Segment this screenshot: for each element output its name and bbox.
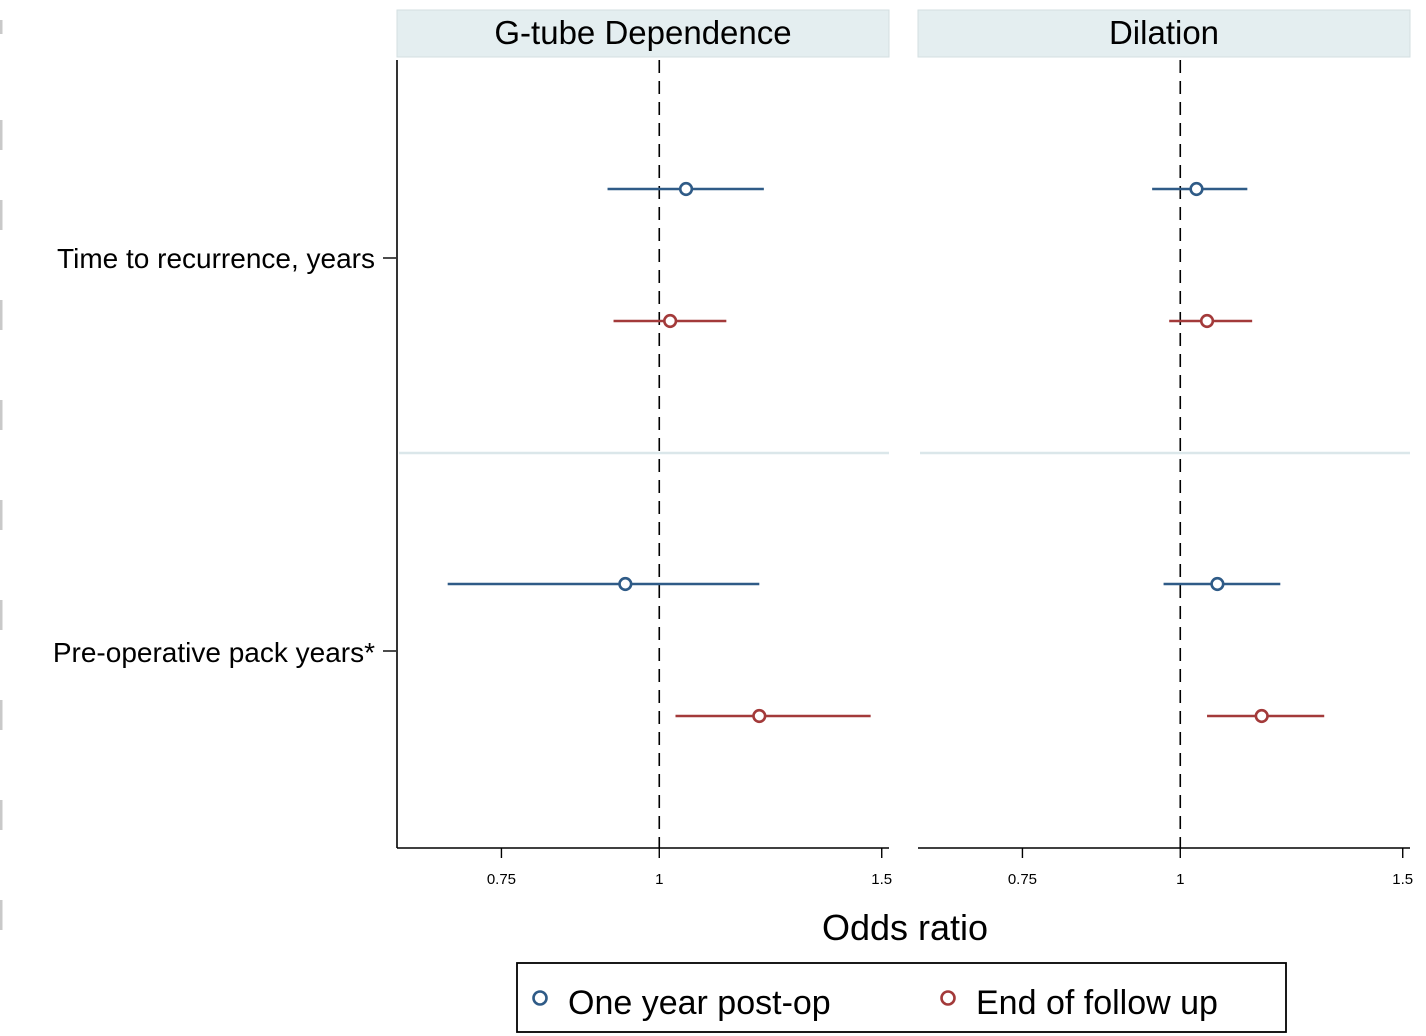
x-tick-label: 1 bbox=[655, 871, 663, 888]
row-label-time-to-recurrence: Time to recurrence, years bbox=[57, 243, 375, 274]
legend-label-one-year: One year post-op bbox=[568, 984, 831, 1022]
panel-title-strip bbox=[917, 9, 1411, 58]
x-axis-title: Odds ratio bbox=[822, 907, 988, 948]
point-estimate bbox=[752, 708, 767, 724]
x-tick-label: 1.5 bbox=[871, 871, 892, 888]
panel-title: G-tube Dependence bbox=[494, 14, 791, 51]
point-estimate bbox=[618, 576, 633, 592]
panel-2: Dilation 0.75 1 1.5 bbox=[917, 9, 1413, 888]
point-estimate bbox=[1199, 313, 1215, 329]
legend-label-end-of-follow-up: End of follow up bbox=[976, 984, 1218, 1022]
x-tick-label: 0.75 bbox=[487, 871, 516, 888]
point-estimate bbox=[1254, 708, 1269, 724]
x-tick-label: 1 bbox=[1176, 871, 1184, 888]
point-estimate bbox=[663, 313, 678, 329]
point-estimate bbox=[1210, 576, 1225, 592]
x-tick-label: 1.5 bbox=[1392, 871, 1413, 888]
panel-1: G-tube Dependence 0.75 1 1.5 bbox=[396, 9, 892, 888]
row-label-pack-years: Pre-operative pack years* bbox=[53, 637, 375, 668]
legend-marker-one-year bbox=[532, 990, 548, 1006]
row-labels: Time to recurrence, years Pre-operative … bbox=[53, 243, 396, 668]
x-tick-label: 0.75 bbox=[1008, 871, 1037, 888]
legend: One year post-op End of follow up bbox=[516, 962, 1287, 1033]
point-estimate bbox=[1189, 181, 1204, 197]
legend-box bbox=[516, 962, 1287, 1033]
point-estimate bbox=[678, 181, 694, 197]
panels-layer: G-tube Dependence 0.75 1 1.5 Dilation 0.75 1 1.… bbox=[396, 9, 1413, 888]
legend-marker-end-of-follow-up bbox=[940, 990, 956, 1006]
panel-title: Dilation bbox=[1109, 14, 1219, 51]
panel-title-strip bbox=[396, 9, 890, 58]
